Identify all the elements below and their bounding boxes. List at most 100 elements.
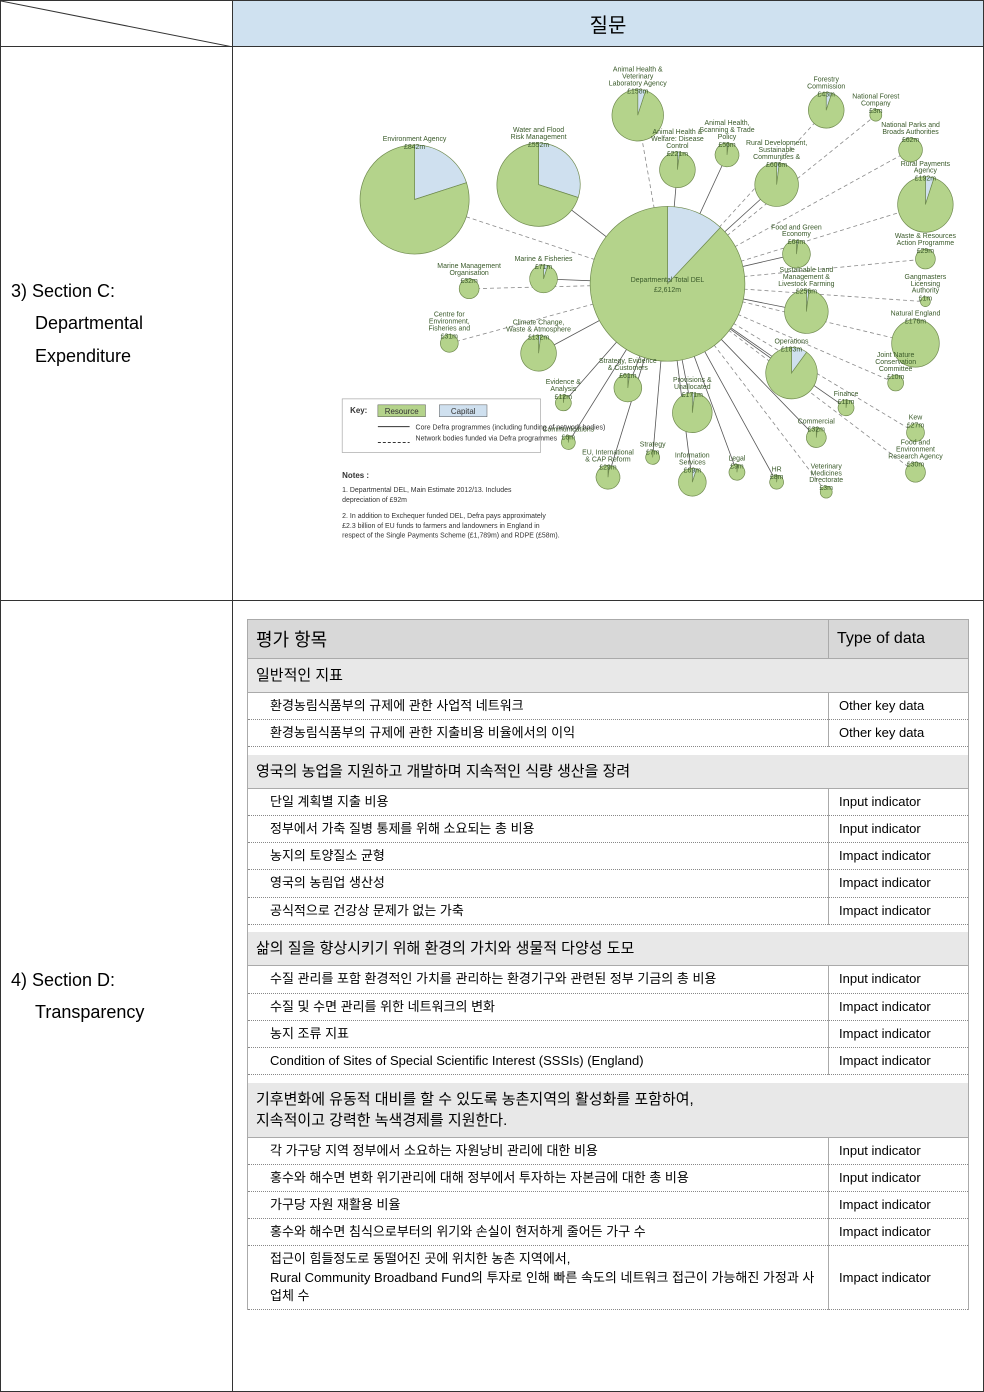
- bubble-label: Services: [679, 459, 706, 466]
- row-text: 환경농림식품부의 규제에 관한 지출비용 비율에서의 이익: [248, 720, 829, 747]
- bubble-value: £183m: [781, 346, 802, 353]
- bubble-label: Animal Health,: [704, 120, 749, 127]
- bubble-label: Gangmasters: [905, 274, 947, 281]
- bubble-value: £56m: [718, 142, 736, 149]
- bubble-label: Unallocated: [674, 384, 711, 391]
- bubble-node: Evidence &Analysis£12m: [546, 379, 581, 411]
- bubble-label: Food and Green: [771, 224, 822, 231]
- bubble-label: Forestry: [813, 76, 839, 83]
- bubble-value: £12m: [555, 394, 573, 401]
- row-type: Impact indicator: [829, 1020, 969, 1047]
- bubble-value: £3m: [819, 485, 833, 492]
- row-text: 수질 및 수면 관리를 위한 네트워크의 변화: [248, 993, 829, 1020]
- bubble-value: £7m: [646, 449, 660, 456]
- bubble-node: Climate Change,Waste & Atmosphere£132m: [506, 319, 571, 371]
- bubble-node: Strategy£7m: [640, 441, 666, 464]
- key-title: Key:: [350, 406, 367, 415]
- bubble-label: Marine & Fisheries: [515, 256, 573, 263]
- row-type: Input indicator: [829, 1137, 969, 1164]
- bubble-value: £32m: [808, 427, 826, 434]
- key-resource-label: Resource: [385, 407, 419, 416]
- row-text: 영국의 농림업 생산성: [248, 870, 829, 897]
- bubble-label: Climate Change,: [513, 319, 565, 326]
- bubble-node: National ForestCompany£3m: [852, 93, 899, 121]
- table-row: 영국의 농림업 생산성Impact indicator: [248, 870, 969, 897]
- bubble-label: Authority: [912, 288, 940, 295]
- bubble-node: Rural PaymentsAgency£192m: [898, 161, 954, 232]
- bubble-value: £27m: [907, 423, 925, 430]
- bubble-value: £176m: [905, 318, 926, 325]
- bubble-label: Risk Management: [511, 134, 567, 141]
- bubble-label: Directorate: [809, 477, 843, 484]
- bubble-value: £1m: [919, 296, 933, 303]
- bubble-value: £3m: [869, 108, 883, 115]
- bubble-label: Research Agency: [888, 453, 943, 460]
- section-c-label-1: 3) Section C:: [11, 275, 222, 307]
- row-type: Impact indicator: [829, 993, 969, 1020]
- notes-line-1b: depreciation of £92m: [342, 497, 407, 504]
- bubble-node: Legal£9m: [728, 455, 745, 480]
- bubble-label: Welfare: Disease: [651, 136, 704, 143]
- bubble-label: Organisation: [449, 270, 488, 277]
- bubble-value: £171m: [682, 392, 703, 399]
- row-text: 각 가구당 지역 정부에서 소요하는 자원낭비 관리에 대한 비용: [248, 1137, 829, 1164]
- bubble-node: Water and FloodRisk Management£552m: [497, 127, 580, 226]
- key-capital-label: Capital: [451, 407, 476, 416]
- table-row: 공식적으로 건강상 문제가 없는 가축Impact indicator: [248, 897, 969, 924]
- bubble-label: Operations: [775, 338, 809, 345]
- bubble-node: Kew£27m: [907, 415, 925, 442]
- row-type: Impact indicator: [829, 897, 969, 924]
- bubble-node: Waste & ResourcesAction Programme£29m: [895, 233, 957, 269]
- bubble-label: Animal Health &: [653, 129, 703, 136]
- notes-line-2b: £2.3 billion of EU funds to farmers and …: [342, 523, 540, 530]
- bubble-label: Fisheries and: [428, 325, 470, 332]
- table-spacer: [248, 1075, 969, 1083]
- bubble-label: Veterinary: [622, 74, 654, 81]
- table-row: 접근이 힘들정도로 동떨어진 곳에 위치한 농촌 지역에서, Rural Com…: [248, 1246, 969, 1310]
- row-type: Other key data: [829, 720, 969, 747]
- bubble-node: Rural Development,SustainableCommunities…: [746, 140, 807, 206]
- bubble-value: £132m: [528, 334, 549, 341]
- row-text: 수질 관리를 포함 환경적인 가치를 관리하는 환경기구와 관련된 정부 기금의…: [248, 966, 829, 993]
- bubble-value: £221m: [667, 151, 688, 158]
- bubble-node: Environment Agency£842m: [360, 136, 469, 254]
- bubble-center-label: Departmental Total DEL: [631, 277, 705, 284]
- section-c-chart-cell: Departmental Total DEL£2,612m Animal Heal…: [233, 47, 983, 600]
- table-spacer: [248, 747, 969, 755]
- bubble-value: £32m: [460, 278, 478, 285]
- row-text: Condition of Sites of Special Scientific…: [248, 1047, 829, 1074]
- bubble-node: Food andEnvironmentResearch Agency£30m: [888, 440, 943, 483]
- bubble-label: Waste & Resources: [895, 233, 957, 240]
- notes-title: Notes :: [342, 471, 369, 480]
- table-row: 단일 계획별 지출 비용Input indicator: [248, 788, 969, 815]
- bubble-label: Natural England: [891, 311, 941, 318]
- section-d-row: 4) Section D: Transparency 평가 항목 Type of…: [1, 601, 983, 1391]
- row-text: 홍수와 해수면 침식으로부터의 위기와 손실이 현저하게 줄어든 가구 수: [248, 1219, 829, 1246]
- bubble-label: Commission: [807, 83, 845, 90]
- row-type: Input indicator: [829, 788, 969, 815]
- table-row: 농지 조류 지표Impact indicator: [248, 1020, 969, 1047]
- bubble-label: Management &: [783, 274, 830, 281]
- table-row: 수질 관리를 포함 환경적인 가치를 관리하는 환경기구와 관련된 정부 기금의…: [248, 966, 969, 993]
- row-text: 단일 계획별 지출 비용: [248, 788, 829, 815]
- bubble-node: Operations£183m: [766, 338, 818, 399]
- bubble-label: EU, International: [582, 449, 634, 456]
- bubble-label: & CAP Reform: [585, 456, 631, 463]
- bubble-label: Communities &: [753, 154, 800, 161]
- bubble-label: Information: [675, 452, 710, 459]
- row-type: Impact indicator: [829, 1219, 969, 1246]
- table-row: 농지의 토양질소 균형Impact indicator: [248, 843, 969, 870]
- table-header-row: 질문: [1, 1, 983, 47]
- table-spacer: [248, 924, 969, 932]
- row-text: 농지 조류 지표: [248, 1020, 829, 1047]
- bubble-value: £64m: [788, 239, 806, 246]
- bubble-value: £61m: [619, 373, 637, 380]
- bubble-value: £71m: [535, 264, 553, 271]
- bubble-label: Rural Development,: [746, 140, 807, 147]
- table-row: 가구당 자원 재활용 비율Impact indicator: [248, 1191, 969, 1218]
- section-c-label-3: Expenditure: [11, 340, 222, 372]
- row-type: Input indicator: [829, 966, 969, 993]
- bubble-label: Provisions &: [673, 377, 712, 384]
- bubble-label: Centre for: [434, 312, 466, 319]
- bubble-center: Departmental Total DEL£2,612m: [590, 206, 745, 361]
